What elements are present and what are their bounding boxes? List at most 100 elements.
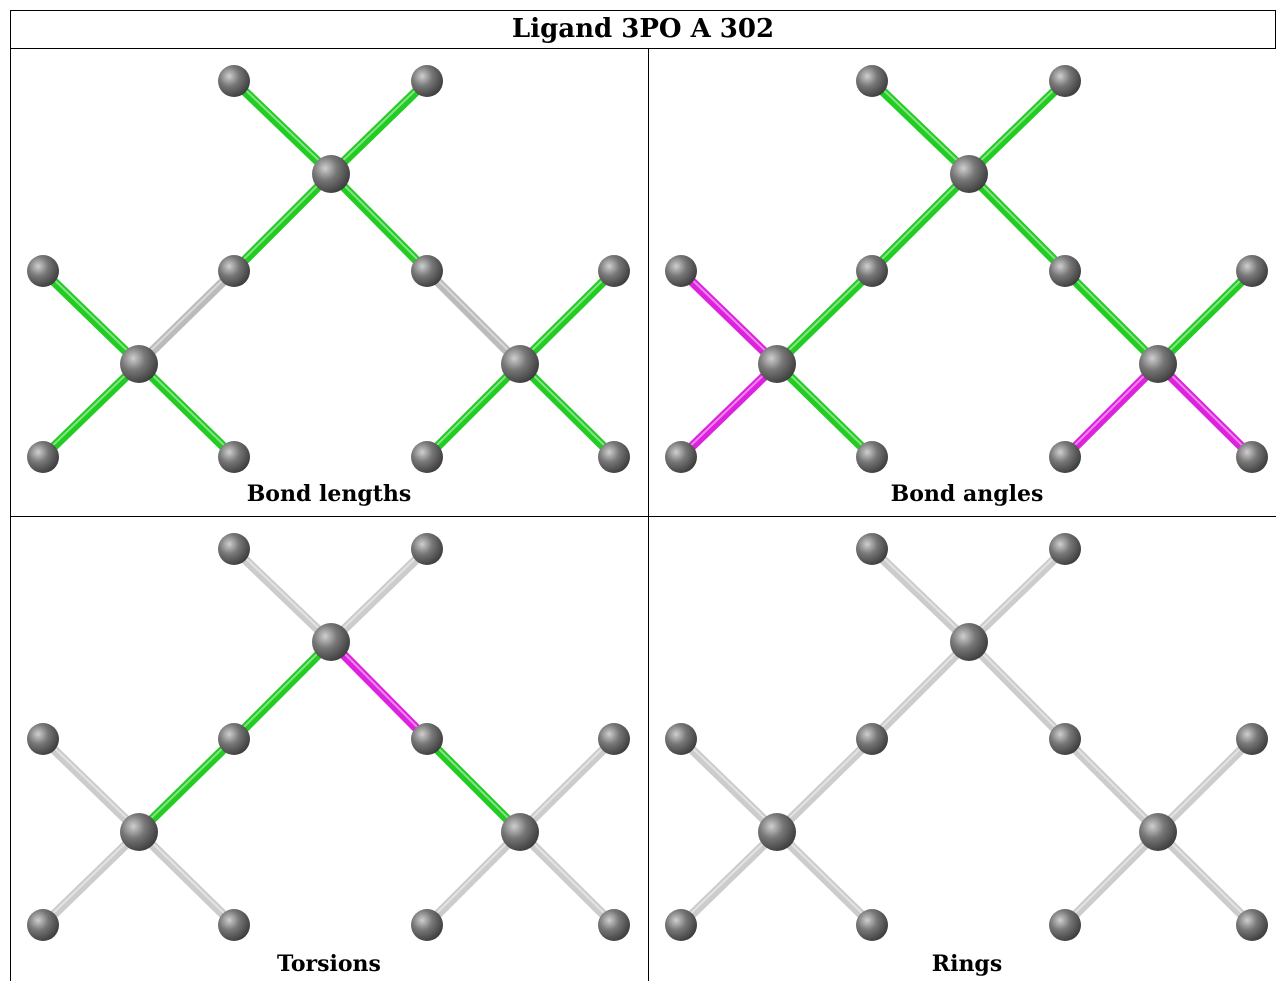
panel-caption: Torsions xyxy=(277,951,381,977)
figure-title: Ligand 3PO A 302 xyxy=(511,14,775,44)
atom-rt xyxy=(598,723,630,755)
atom-lb xyxy=(665,441,697,473)
row-divider xyxy=(10,516,1276,517)
title-divider xyxy=(10,48,1276,49)
atom-tl xyxy=(856,65,888,97)
atom-tr xyxy=(411,65,443,97)
atom-rbl xyxy=(1049,909,1081,941)
panel-caption: Bond lengths xyxy=(246,481,412,507)
panel-caption: Bond angles xyxy=(890,481,1044,507)
bond-lt-ll xyxy=(38,734,144,837)
panel-rings: Rings xyxy=(649,517,1276,982)
panel-bond-angles: Bond angles xyxy=(649,49,1276,514)
bond-c-l xyxy=(867,169,974,276)
bond-rb-rr xyxy=(1153,359,1257,462)
column-divider xyxy=(648,48,649,981)
bond-lb-ll xyxy=(676,827,782,930)
atom-lt xyxy=(665,723,697,755)
bond-rt-rr xyxy=(1153,266,1257,369)
atom-lbr xyxy=(218,909,250,941)
bond-rbl-rr xyxy=(1060,359,1163,462)
atom-rb xyxy=(598,909,630,941)
bond-c-r xyxy=(964,169,1070,276)
atom-lt xyxy=(665,255,697,287)
panel-torsions: Torsions xyxy=(11,517,647,982)
atom-rt xyxy=(598,255,630,287)
bond-rbl-rr xyxy=(422,827,525,930)
bond-tl-c xyxy=(867,544,974,647)
molecule-bond-angles xyxy=(665,65,1268,473)
atom-tr xyxy=(411,533,443,565)
atom-ll xyxy=(120,813,158,851)
bond-l-ll xyxy=(772,266,877,369)
atom-ll xyxy=(758,345,796,383)
bond-tr-c xyxy=(326,544,432,647)
bond-tr-c xyxy=(326,76,432,179)
bond-l-ll xyxy=(772,734,877,837)
atom-tl xyxy=(218,65,250,97)
bond-c-l xyxy=(229,637,336,744)
atom-rbl xyxy=(411,909,443,941)
top-border xyxy=(10,10,1276,11)
atom-r xyxy=(1049,255,1081,287)
bond-rb-rr xyxy=(515,359,619,462)
atom-rb xyxy=(1236,441,1268,473)
bond-rb-rr xyxy=(515,827,619,930)
bond-tl-c xyxy=(229,76,336,179)
molecule-rings xyxy=(665,533,1268,941)
atom-lb xyxy=(27,441,59,473)
bond-c-l xyxy=(867,637,974,744)
atom-lbr xyxy=(856,441,888,473)
bond-c-r xyxy=(326,637,432,744)
bond-l-ll xyxy=(134,266,239,369)
atom-tl xyxy=(856,533,888,565)
bond-tr-c xyxy=(964,76,1070,179)
atom-rbl xyxy=(1049,441,1081,473)
atom-rr xyxy=(1139,345,1177,383)
atom-r xyxy=(1049,723,1081,755)
bond-lbr-ll xyxy=(134,359,239,462)
bond-tl-c xyxy=(867,76,974,179)
atom-r xyxy=(411,255,443,287)
bond-c-r xyxy=(326,169,432,276)
atom-rbl xyxy=(411,441,443,473)
bond-lb-ll xyxy=(38,827,144,930)
atom-tl xyxy=(218,533,250,565)
panel-bond-lengths: Bond lengths xyxy=(11,49,647,514)
atom-lb xyxy=(27,909,59,941)
atom-lt xyxy=(27,255,59,287)
atom-c xyxy=(950,623,988,661)
bond-rbl-rr xyxy=(1060,827,1163,930)
atom-l xyxy=(218,255,250,287)
atom-lbr xyxy=(218,441,250,473)
atom-rb xyxy=(1236,909,1268,941)
left-border xyxy=(10,10,11,981)
atom-rr xyxy=(501,345,539,383)
molecule-torsions xyxy=(27,533,630,941)
atom-l xyxy=(856,723,888,755)
atom-lt xyxy=(27,723,59,755)
bond-c-r xyxy=(964,637,1070,744)
atom-r xyxy=(411,723,443,755)
atom-c xyxy=(312,155,350,193)
bond-r-rr xyxy=(422,734,525,837)
bond-lbr-ll xyxy=(134,827,239,930)
atom-lbr xyxy=(856,909,888,941)
atom-ll xyxy=(758,813,796,851)
atom-tr xyxy=(1049,533,1081,565)
bond-l-ll xyxy=(134,734,239,837)
bond-lt-ll xyxy=(676,734,782,837)
bond-lbr-ll xyxy=(772,359,877,462)
bond-r-rr xyxy=(1060,734,1163,837)
bond-rt-rr xyxy=(515,266,619,369)
bond-lb-ll xyxy=(38,359,144,462)
bond-r-rr xyxy=(422,266,525,369)
bond-rb-rr xyxy=(1153,827,1257,930)
bond-r-rr xyxy=(1060,266,1163,369)
atom-l xyxy=(856,255,888,287)
atom-rr xyxy=(1139,813,1177,851)
panel-caption: Rings xyxy=(931,951,1003,977)
bond-tl-c xyxy=(229,544,336,647)
atom-rt xyxy=(1236,255,1268,287)
bond-rt-rr xyxy=(1153,734,1257,837)
